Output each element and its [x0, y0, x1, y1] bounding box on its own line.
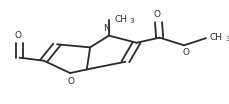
Text: O: O [15, 31, 22, 40]
Text: 3: 3 [129, 18, 134, 24]
Text: O: O [153, 10, 160, 19]
Text: N: N [103, 24, 109, 33]
Text: CH: CH [209, 33, 222, 42]
Text: O: O [182, 48, 189, 57]
Text: 3: 3 [224, 36, 229, 42]
Text: O: O [68, 77, 74, 86]
Text: CH: CH [114, 15, 127, 24]
